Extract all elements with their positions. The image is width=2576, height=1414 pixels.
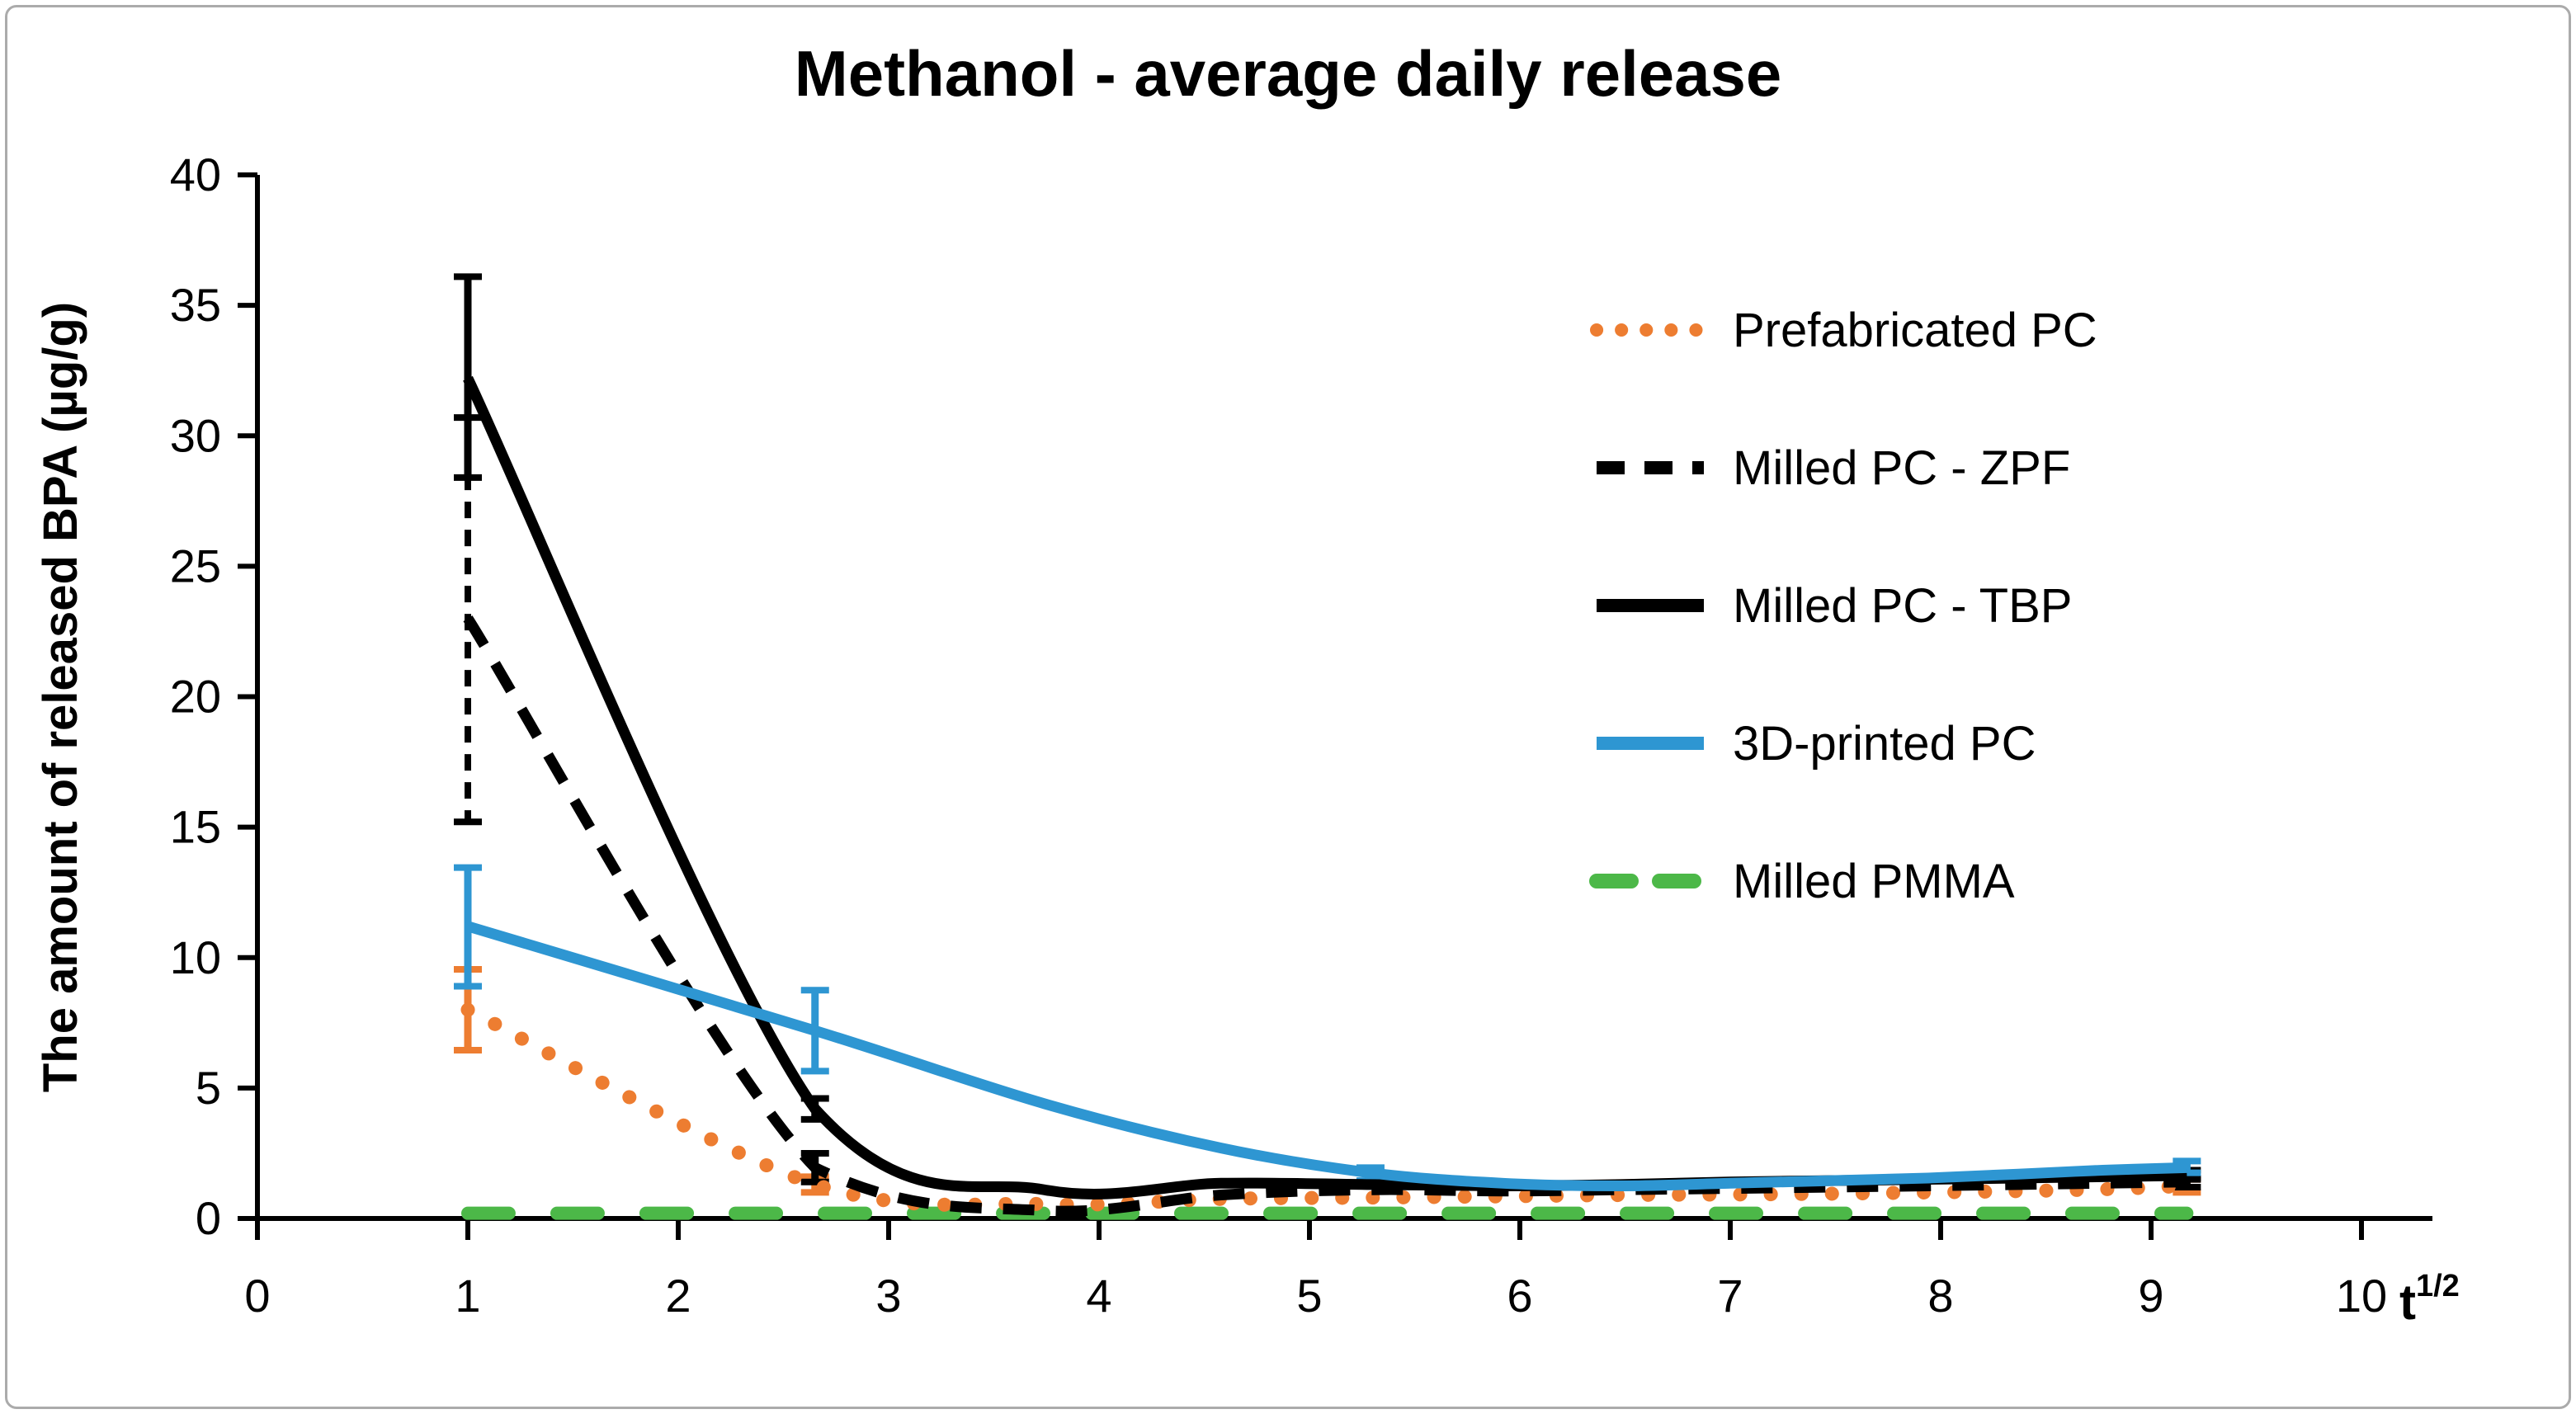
x-axis-title: t1/2 [2399,1269,2460,1331]
legend-label-3d-printed-pc: 3D-printed PC [1733,717,2036,771]
legend-label-prefabricated-pc: Prefabricated PC [1733,304,2097,357]
x-tick-label: 9 [2138,1270,2163,1322]
y-tick-label: 10 [170,931,221,983]
x-tick-label: 0 [244,1270,270,1322]
series-line-milled-pc-tbp [463,375,2187,1200]
chart-title: Methanol - average daily release [794,37,1782,110]
y-tick-label: 5 [196,1062,221,1114]
y-tick-label: 40 [170,148,221,200]
x-axis-symbol: t [2399,1275,2416,1330]
x-tick-label: 2 [665,1270,691,1322]
legend-label-milled-pc-tbp: Milled PC - TBP [1733,579,2072,633]
x-tick-label: 10 [2336,1270,2387,1322]
x-tick-label: 6 [1507,1270,1532,1322]
y-tick-label: 15 [170,801,221,853]
x-axis-superscript: 1/2 [2415,1269,2460,1303]
x-tick-label: 4 [1086,1270,1111,1322]
x-tick-label: 1 [455,1270,480,1322]
y-tick-label: 30 [170,409,221,461]
legend-label-milled-pc-zpf: Milled PC - ZPF [1733,441,2070,495]
y-tick-label: 0 [196,1192,221,1244]
y-axis-title: The amount of released BPA (µg/g) [34,301,87,1093]
series-line-milled-pc-zpf [463,615,2187,1217]
x-tick-label: 8 [1927,1270,1953,1322]
y-tick-label: 35 [170,279,221,331]
x-tick-label: 7 [1717,1270,1743,1322]
y-tick-label: 20 [170,671,221,723]
series-line-prefabricated-pc [460,1002,2194,1212]
x-tick-label: 5 [1296,1270,1322,1322]
y-tick-label: 25 [170,540,221,592]
legend-label-milled-pmma: Milled PMMA [1733,855,2015,908]
series-line-3d-printed-pc [466,921,2187,1191]
x-tick-label: 3 [875,1270,901,1322]
